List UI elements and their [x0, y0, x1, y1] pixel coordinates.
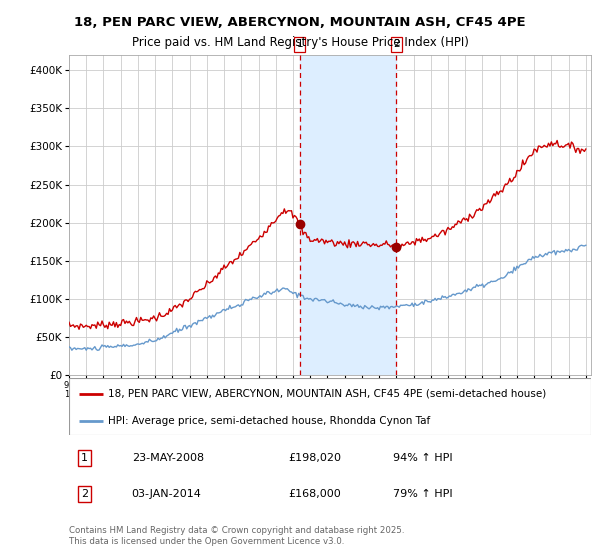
Text: 2: 2	[81, 489, 88, 499]
Text: HPI: Average price, semi-detached house, Rhondda Cynon Taf: HPI: Average price, semi-detached house,…	[108, 416, 430, 426]
Text: £168,000: £168,000	[288, 489, 341, 499]
Text: 18, PEN PARC VIEW, ABERCYNON, MOUNTAIN ASH, CF45 4PE: 18, PEN PARC VIEW, ABERCYNON, MOUNTAIN A…	[74, 16, 526, 29]
Text: 03-JAN-2014: 03-JAN-2014	[131, 489, 202, 499]
Text: 18, PEN PARC VIEW, ABERCYNON, MOUNTAIN ASH, CF45 4PE (semi-detached house): 18, PEN PARC VIEW, ABERCYNON, MOUNTAIN A…	[108, 389, 547, 399]
Text: 1: 1	[81, 453, 88, 463]
FancyBboxPatch shape	[69, 378, 591, 435]
Text: 79% ↑ HPI: 79% ↑ HPI	[392, 489, 452, 499]
Text: Contains HM Land Registry data © Crown copyright and database right 2025.
This d: Contains HM Land Registry data © Crown c…	[69, 526, 404, 545]
Text: Price paid vs. HM Land Registry's House Price Index (HPI): Price paid vs. HM Land Registry's House …	[131, 36, 469, 49]
Text: 94% ↑ HPI: 94% ↑ HPI	[392, 453, 452, 463]
Text: 1: 1	[296, 39, 303, 49]
Bar	[299, 55, 397, 375]
Text: £198,020: £198,020	[288, 453, 341, 463]
Text: 23-MAY-2008: 23-MAY-2008	[131, 453, 204, 463]
Text: 2: 2	[393, 39, 400, 49]
